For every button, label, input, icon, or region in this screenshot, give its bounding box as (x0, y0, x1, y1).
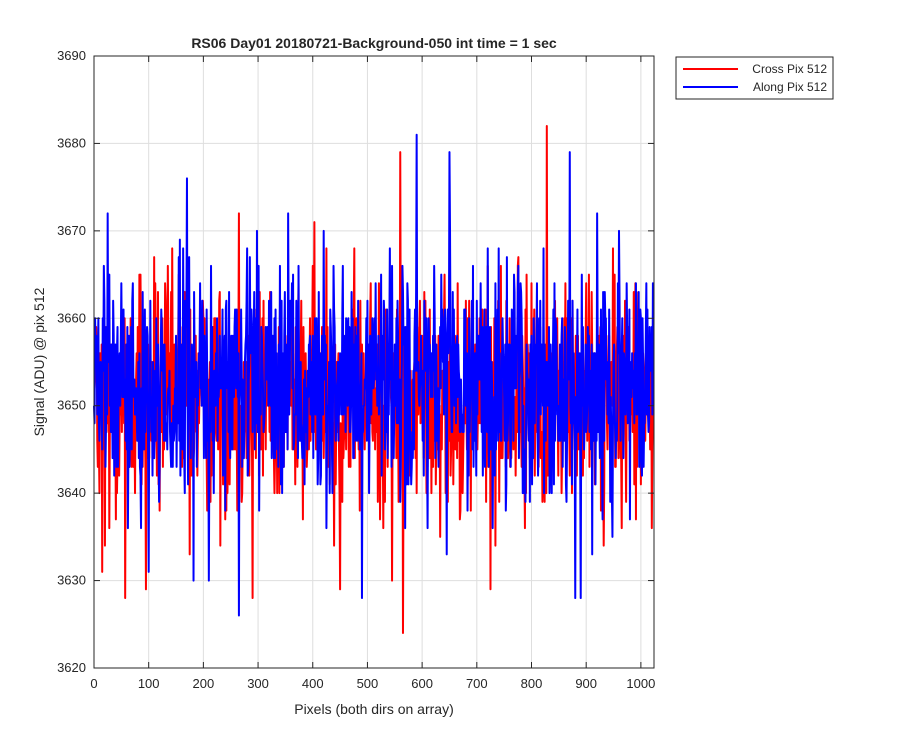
x-tick-label: 400 (302, 676, 324, 691)
series-layer (93, 124, 655, 635)
x-tick-label: 300 (247, 676, 269, 691)
legend-box (675, 56, 834, 100)
plot-frame (93, 55, 655, 669)
chart-title: RS06 Day01 20180721-Background-050 int t… (191, 35, 557, 51)
x-tick-label: 700 (466, 676, 488, 691)
y-tick-label: 3660 (57, 310, 86, 325)
y-tick-label: 3650 (57, 398, 86, 413)
y-tick-label: 3630 (57, 573, 86, 588)
x-tick-label: 0 (90, 676, 97, 691)
y-tick-label: 3680 (57, 135, 86, 150)
x-tick-label: 600 (411, 676, 433, 691)
x-tick-label: 900 (575, 676, 597, 691)
y-tick-label: 3640 (57, 485, 86, 500)
x-tick-label: 100 (138, 676, 160, 691)
x-axis-label: Pixels (both dirs on array) (294, 701, 454, 717)
y-tick-label: 3620 (57, 660, 86, 675)
x-tick-label: 500 (357, 676, 379, 691)
x-tick-label: 1000 (626, 676, 655, 691)
x-tick-label: 200 (193, 676, 215, 691)
legend-entry-label: Along Pix 512 (753, 80, 827, 94)
y-axis-label: Signal (ADU) @ pix 512 (31, 287, 47, 436)
legend-entry-label: Cross Pix 512 (752, 62, 827, 76)
legend: Cross Pix 512 Along Pix 512 (675, 56, 834, 100)
series-line-along-pix-512 (93, 133, 655, 617)
x-tick-label: 800 (521, 676, 543, 691)
axis-ticks: 0 100 200 300 400 500 600 700 800 900 1000 3620 3630… (57, 48, 655, 691)
y-tick-label: 3690 (57, 48, 86, 63)
y-tick-label: 3670 (57, 223, 86, 238)
